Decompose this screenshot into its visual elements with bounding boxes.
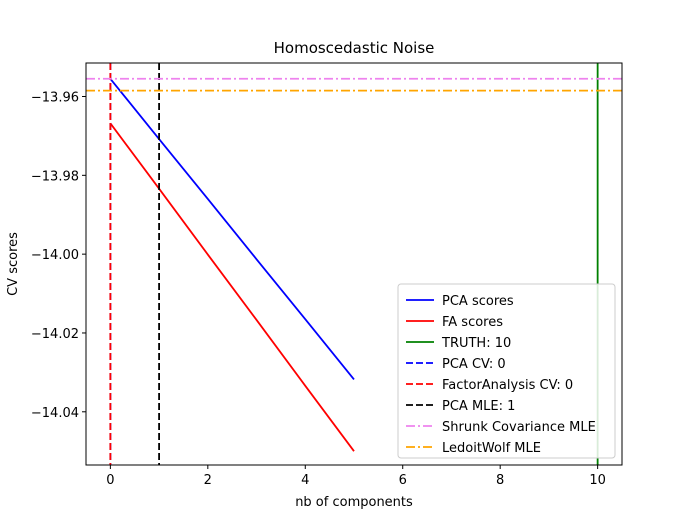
x-tick-label: 6	[399, 473, 407, 488]
x-axis: 0 2 4 6 8 10	[106, 465, 606, 488]
y-axis-label: CV scores	[6, 232, 21, 296]
legend-box	[397, 283, 616, 459]
series-line-pca-scores	[109, 78, 355, 381]
y-tick-label: −13.98	[31, 169, 79, 184]
y-axis: −13.96 −13.98 −14.00 −14.02 −14.04	[31, 91, 86, 421]
chart-title: Homoscedastic Noise	[274, 39, 435, 57]
legend-label-truth-10: TRUTH: 10	[441, 336, 511, 351]
x-tick-label: 2	[204, 473, 212, 488]
x-tick-label: 4	[301, 473, 309, 488]
legend-label-fa-scores: FA scores	[442, 315, 503, 330]
x-tick-label: 10	[589, 473, 606, 488]
legend-label-factoranalysis-cv-0: FactorAnalysis CV: 0	[442, 378, 573, 393]
plot-frame	[85, 62, 623, 466]
series-line-fa-scores	[109, 122, 355, 452]
plot-area	[86, 63, 622, 465]
x-axis-label: nb of components	[295, 495, 413, 510]
legend-label-pca-cv-0: PCA CV: 0	[442, 357, 506, 372]
y-tick-label: −13.96	[31, 91, 79, 106]
y-tick-label: −14.00	[31, 248, 79, 263]
legend-label-pca-mle-1: PCA MLE: 1	[442, 399, 515, 414]
legend-label-shrunk-covariance-mle: Shrunk Covariance MLE	[442, 420, 596, 435]
x-tick-label: 8	[496, 473, 504, 488]
y-tick-label: −14.04	[31, 406, 79, 421]
x-tick-label: 0	[106, 473, 114, 488]
y-tick-label: −14.02	[31, 327, 79, 342]
legend: PCA scores FA scores TRUTH: 10 PCA CV: 0 Fac…	[397, 283, 616, 459]
legend-label-pca-scores: PCA scores	[442, 294, 514, 309]
legend-label-ledoitwolf-mle: LedoitWolf MLE	[442, 441, 541, 456]
